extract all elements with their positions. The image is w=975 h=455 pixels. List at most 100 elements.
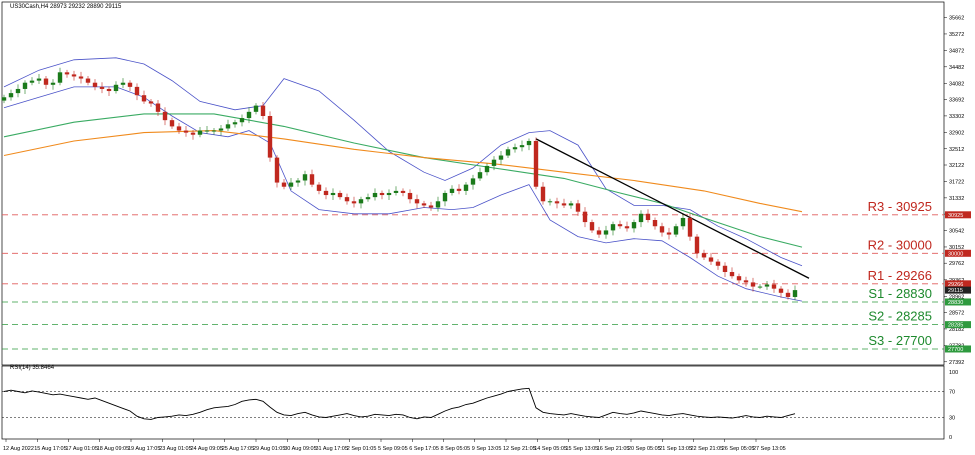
candle-body <box>449 188 455 193</box>
indicator-line-3 <box>3 130 803 213</box>
price-tag-bg-0 <box>945 211 971 219</box>
y-tick-label-7: 32902 <box>949 131 964 137</box>
price-tag-bg-5 <box>945 321 971 329</box>
candle <box>400 188 406 197</box>
candle <box>176 122 182 134</box>
candle <box>197 127 203 138</box>
price-tag-5: 28285 <box>948 323 963 329</box>
candle <box>778 286 784 298</box>
candle <box>484 163 490 176</box>
candle-body <box>603 230 609 235</box>
candle <box>211 128 217 135</box>
candle <box>694 234 700 259</box>
candle <box>351 196 357 208</box>
rsi-title: RSI(14) 35.8464 <box>10 365 55 371</box>
candle-body <box>519 145 525 148</box>
candle-body <box>295 180 301 183</box>
candle-body <box>400 190 406 193</box>
candle-body <box>736 276 742 281</box>
candle-body <box>8 93 14 98</box>
candle <box>764 280 770 290</box>
candle <box>638 210 644 228</box>
x-tick-label-11: 2 Sep 01:05 <box>347 446 377 452</box>
candle <box>190 130 196 140</box>
candle-body <box>330 192 336 196</box>
candle-body <box>92 82 98 87</box>
candle-body <box>316 184 322 191</box>
y-tick-label-19: 28182 <box>949 327 964 333</box>
resistance-label-1: R2 - 30000 <box>868 237 932 252</box>
x-tick-label-23: 26 Sep 05:05 <box>722 446 755 452</box>
y-tick-label-0: 35662 <box>949 16 964 22</box>
y-tick-label-2: 34872 <box>949 49 964 55</box>
support-label-4: S2 - 28285 <box>868 309 932 324</box>
candle <box>491 156 497 171</box>
candle-body <box>148 101 154 104</box>
candle-body <box>78 76 84 79</box>
price-tag-3: 29115 <box>948 288 963 294</box>
price-tag-2: 29266 <box>948 282 963 288</box>
candle-body <box>561 203 567 206</box>
candle <box>134 83 140 101</box>
candle <box>57 67 63 86</box>
candle-body <box>645 213 651 221</box>
candle-body <box>428 205 434 208</box>
candle <box>260 102 266 120</box>
candle <box>372 188 378 201</box>
candle <box>610 221 616 236</box>
candle-body <box>57 72 63 83</box>
candle <box>8 89 14 101</box>
candle <box>596 226 602 238</box>
candle <box>288 177 294 191</box>
price-tag-1: 30000 <box>948 251 963 257</box>
chart-title: US30Cash,H4 28973 29232 28890 29115 <box>10 4 122 10</box>
candle-body <box>169 120 175 127</box>
candle-body <box>29 80 35 83</box>
candle-body <box>50 82 56 85</box>
candle <box>505 146 511 159</box>
candle-body <box>708 257 714 262</box>
rsi-y-tick-label-3: 0 <box>949 435 952 441</box>
candle-body <box>127 82 133 87</box>
candle <box>757 284 763 290</box>
candle <box>365 193 371 202</box>
x-tick-label-18: 15 Sep 13:05 <box>566 446 599 452</box>
rsi-y-tick-label-0: 100 <box>949 370 958 376</box>
x-tick-label-15: 9 Sep 13:05 <box>472 446 502 452</box>
candle-body <box>687 217 693 237</box>
candle <box>204 125 210 134</box>
y-tick-label-14: 30152 <box>949 245 964 251</box>
candle-body <box>421 203 427 206</box>
candle <box>386 189 392 201</box>
candle-body <box>162 111 168 121</box>
candle-body <box>533 140 539 187</box>
y-tick-label-4: 34082 <box>949 81 964 87</box>
candle <box>645 209 651 223</box>
x-tick-label-17: 14 Sep 05:05 <box>534 446 567 452</box>
candle <box>435 196 441 212</box>
candle-body <box>498 155 504 160</box>
candle-body <box>344 197 350 202</box>
candle <box>50 79 56 90</box>
candle <box>71 70 77 81</box>
candle <box>127 80 133 92</box>
candle-body <box>456 188 462 191</box>
candle-body <box>85 78 91 83</box>
candle <box>512 143 518 153</box>
x-tick-label-3: 18 Aug 09:05 <box>97 446 129 452</box>
y-tick-label-21: 27392 <box>949 360 964 366</box>
candle-body <box>666 232 672 235</box>
x-tick-label-1: 15 Aug 17:05 <box>34 446 66 452</box>
candle-body <box>379 192 385 196</box>
candle <box>379 190 385 200</box>
candle <box>750 277 756 292</box>
candle-body <box>218 128 224 131</box>
candle-body <box>274 157 280 183</box>
y-tick-label-11: 31332 <box>949 196 964 202</box>
candle-body <box>204 130 210 132</box>
candle <box>540 182 546 205</box>
x-tick-label-5: 23 Aug 01:05 <box>159 446 191 452</box>
candle <box>64 69 70 78</box>
candle-body <box>239 118 245 123</box>
candle-body <box>554 201 560 204</box>
